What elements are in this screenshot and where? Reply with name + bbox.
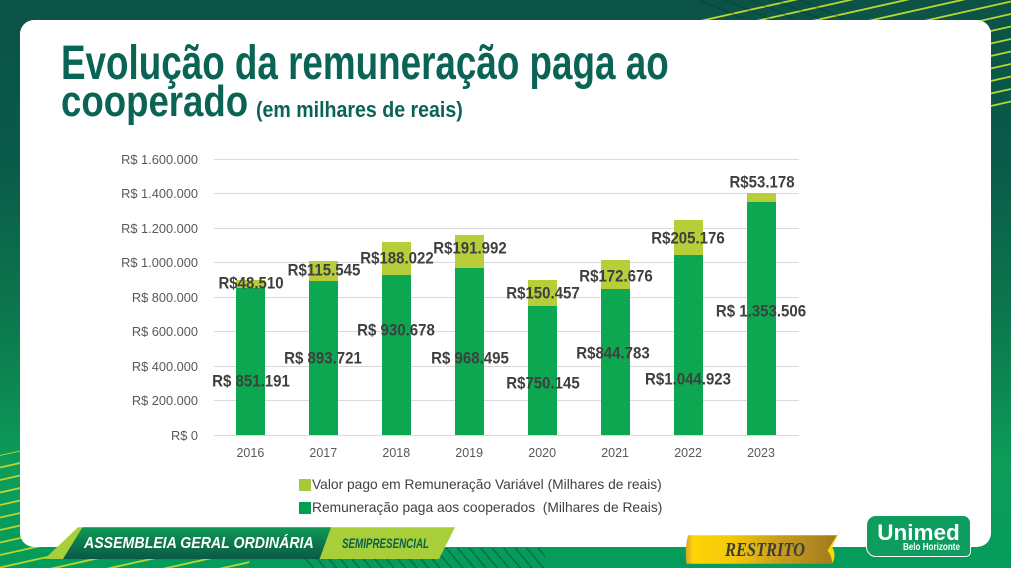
svg-text:RESTRITO: RESTRITO bbox=[724, 540, 805, 561]
